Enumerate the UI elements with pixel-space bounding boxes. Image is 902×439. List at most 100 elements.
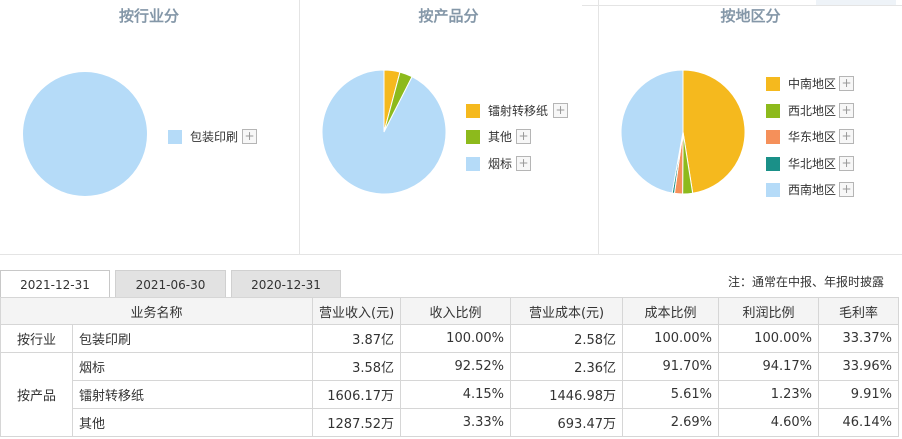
header-revenue-ratio: 收入比例: [400, 297, 512, 325]
disclosure-note: 注：通常在中报、年报时披露: [727, 275, 884, 289]
cell-gross-margin: 33.96%: [818, 352, 900, 381]
legend-item[interactable]: 其他 +: [466, 129, 606, 145]
cell-profit-ratio: 100.00%: [718, 324, 820, 353]
table-header-row: 业务名称 营业收入(元) 收入比例 营业成本(元) 成本比例 利润比例 毛利率: [0, 297, 900, 325]
pie-slice[interactable]: [620, 69, 684, 194]
pie-slice[interactable]: [23, 72, 147, 196]
cell-cost-ratio: 2.69%: [622, 408, 720, 437]
expand-plus-icon[interactable]: +: [839, 156, 854, 171]
expand-plus-icon[interactable]: +: [553, 103, 568, 118]
panel-title-region: 按地区分: [720, 7, 781, 25]
header-profit-ratio: 利润比例: [718, 297, 820, 325]
table-row: 其他 1287.52万 3.33% 693.47万 2.69% 4.60% 46…: [1, 408, 900, 437]
cell-revenue: 3.87亿: [312, 324, 402, 353]
pie-chart-industry: [23, 72, 147, 196]
group-label-product: 按产品: [0, 352, 73, 437]
cell-name: 镭射转移纸: [71, 380, 314, 409]
cell-revenue-ratio: 3.33%: [400, 408, 512, 437]
cell-revenue: 1287.52万: [312, 408, 402, 437]
legend-item[interactable]: 西南地区 +: [766, 182, 902, 198]
panel-product: 按产品分 镭射转移纸 + 其他 + 烟标 +: [299, 0, 597, 254]
cell-profit-ratio: 94.17%: [718, 352, 820, 381]
pie-chart-product: [321, 69, 447, 195]
cell-revenue-ratio: 4.15%: [400, 380, 512, 409]
header-gross-margin: 毛利率: [818, 297, 900, 325]
legend-item[interactable]: 镭射转移纸 +: [466, 103, 606, 119]
panel-title-product: 按产品分: [418, 7, 479, 25]
legend-label: 中南地区: [788, 77, 837, 91]
cell-cost-ratio: 5.61%: [622, 380, 720, 409]
table-row: 按产品 烟标 3.58亿 92.52% 2.36亿 91.70% 94.17% …: [0, 352, 900, 437]
cell-name: 烟标: [71, 352, 314, 381]
legend-swatch: [466, 157, 480, 171]
legend-swatch: [766, 183, 780, 197]
cell-revenue-ratio: 100.00%: [400, 324, 512, 353]
expand-plus-icon[interactable]: +: [516, 129, 531, 144]
cell-cost: 1446.98万: [510, 380, 624, 409]
legend-item[interactable]: 包装印刷 +: [168, 129, 308, 145]
cell-profit-ratio: 4.60%: [718, 408, 820, 437]
legend-item[interactable]: 华东地区 +: [766, 129, 902, 145]
legend-item[interactable]: 西北地区 +: [766, 103, 902, 119]
legend-item[interactable]: 烟标 +: [466, 156, 606, 172]
panel-region: 按地区分 中南地区 + 西北地区 + 华东地区 + 华北地区 +: [598, 0, 902, 254]
cell-cost-ratio: 100.00%: [622, 324, 720, 353]
expand-plus-icon[interactable]: +: [242, 129, 257, 144]
legend-swatch: [466, 130, 480, 144]
legend-swatch: [766, 130, 780, 144]
expand-plus-icon[interactable]: +: [839, 76, 854, 91]
header-cost: 营业成本(元): [510, 297, 624, 325]
business-table: 业务名称 营业收入(元) 收入比例 营业成本(元) 成本比例 利润比例 毛利率 …: [0, 297, 900, 437]
expand-plus-icon[interactable]: +: [839, 103, 854, 118]
pie-chart-region: [620, 69, 746, 195]
expand-plus-icon[interactable]: +: [516, 156, 531, 171]
cell-revenue-ratio: 92.52%: [400, 352, 512, 381]
legend-label: 西南地区: [788, 183, 837, 197]
group-label-industry: 按行业: [0, 324, 73, 353]
cell-gross-margin: 33.37%: [818, 324, 900, 353]
cell-cost-ratio: 91.70%: [622, 352, 720, 381]
cell-profit-ratio: 1.23%: [718, 380, 820, 409]
legend-item[interactable]: 中南地区 +: [766, 76, 902, 92]
legend-label: 华东地区: [788, 130, 837, 144]
pie-slice[interactable]: [682, 69, 746, 194]
expand-plus-icon[interactable]: +: [839, 182, 854, 197]
table-row: 按行业 包装印刷 3.87亿 100.00% 2.58亿 100.00% 100…: [0, 324, 900, 353]
period-tabs: 2021-12-31 2021-06-30 2020-12-31: [0, 270, 902, 298]
panel-divider: [0, 254, 902, 255]
cell-revenue: 3.58亿: [312, 352, 402, 381]
chart-panels: 按行业分 包装印刷 + 按产品分 镭射转移纸 + 其他 +: [0, 0, 902, 255]
tab-2021-06-30[interactable]: 2021-06-30: [115, 270, 226, 298]
legend-label: 其他: [488, 130, 513, 144]
top-strip-segment: [816, 0, 896, 5]
panel-title-industry: 按行业分: [118, 7, 179, 25]
legend-swatch: [766, 157, 780, 171]
legend-swatch: [766, 77, 780, 91]
cell-cost: 2.36亿: [510, 352, 624, 381]
legend-swatch: [766, 104, 780, 118]
cell-name: 包装印刷: [71, 324, 314, 353]
top-strip: [582, 0, 902, 6]
cell-cost: 2.58亿: [510, 324, 624, 353]
cell-name: 其他: [71, 408, 314, 437]
legend-label: 包装印刷: [190, 130, 239, 144]
cell-revenue: 1606.17万: [312, 380, 402, 409]
tab-2020-12-31[interactable]: 2020-12-31: [231, 270, 341, 298]
pie-slice[interactable]: [321, 69, 447, 195]
header-business-name: 业务名称: [0, 297, 314, 325]
legend-swatch: [168, 130, 182, 144]
legend-label: 烟标: [488, 157, 513, 171]
header-cost-ratio: 成本比例: [622, 297, 720, 325]
tab-2021-12-31[interactable]: 2021-12-31: [0, 270, 110, 298]
cell-gross-margin: 46.14%: [818, 408, 900, 437]
legend-label: 西北地区: [788, 104, 837, 118]
legend-swatch: [466, 104, 480, 118]
legend-item[interactable]: 华北地区 +: [766, 156, 902, 172]
legend-label: 华北地区: [788, 157, 837, 171]
panel-industry: 按行业分 包装印刷 +: [0, 0, 298, 254]
header-revenue: 营业收入(元): [312, 297, 402, 325]
table-row: 镭射转移纸 1606.17万 4.15% 1446.98万 5.61% 1.23…: [1, 380, 900, 409]
cell-gross-margin: 9.91%: [818, 380, 900, 409]
cell-cost: 693.47万: [510, 408, 624, 437]
expand-plus-icon[interactable]: +: [839, 129, 854, 144]
